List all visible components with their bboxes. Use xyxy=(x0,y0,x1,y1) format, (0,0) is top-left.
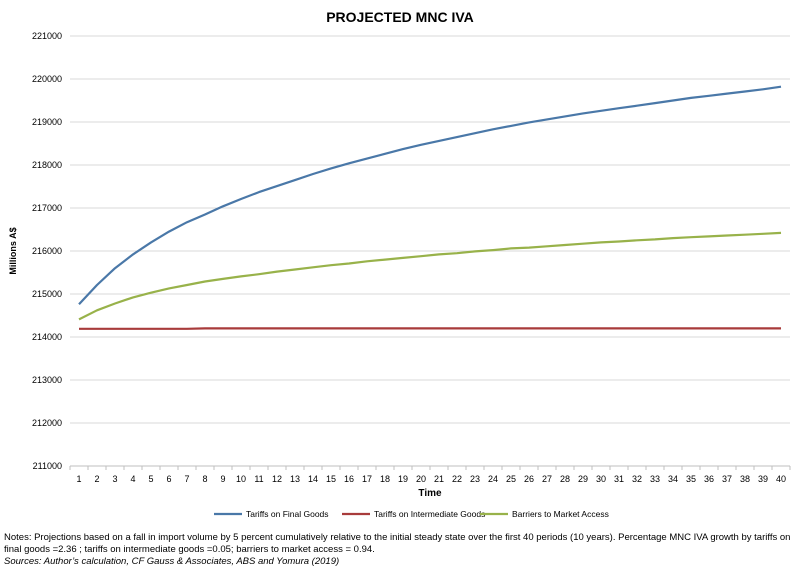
y-axis-label: Millions A$ xyxy=(8,227,18,274)
x-tick-label: 24 xyxy=(488,474,498,484)
y-tick-label: 215000 xyxy=(32,289,62,299)
x-tick-label: 33 xyxy=(650,474,660,484)
x-tick-label: 3 xyxy=(112,474,117,484)
y-tick-label: 218000 xyxy=(32,160,62,170)
x-tick-label: 40 xyxy=(776,474,786,484)
x-tick-label: 11 xyxy=(254,474,263,484)
x-tick-label: 4 xyxy=(130,474,135,484)
x-tick-label: 5 xyxy=(148,474,153,484)
x-tick-label: 6 xyxy=(166,474,171,484)
x-tick-label: 7 xyxy=(184,474,189,484)
x-tick-label: 37 xyxy=(722,474,732,484)
x-tick-label: 22 xyxy=(452,474,462,484)
notes-text: Notes: Projections based on a fall in im… xyxy=(4,532,791,555)
x-tick-label: 19 xyxy=(398,474,408,484)
y-tick-label: 219000 xyxy=(32,117,62,127)
legend: Tariffs on Final Goods Tariffs on Interme… xyxy=(214,509,609,519)
legend-label-tariffs-on-final-goods: Tariffs on Final Goods xyxy=(246,509,329,519)
x-tick-label: 14 xyxy=(308,474,318,484)
y-tick-label: 213000 xyxy=(32,375,62,385)
x-tick-label: 39 xyxy=(758,474,768,484)
x-tick-label: 17 xyxy=(362,474,372,484)
x-tick-label: 25 xyxy=(506,474,516,484)
x-axis-ticks: 1 2 3 4 5 6 7 8 9 10 11 12 13 14 15 16 17 18 19 20 21 22 23 24 2… xyxy=(69,466,791,484)
x-tick-label: 29 xyxy=(578,474,588,484)
x-tick-label: 10 xyxy=(236,474,246,484)
x-tick-label: 8 xyxy=(202,474,207,484)
series-line-barriers-to-market-access xyxy=(78,231,782,321)
x-tick-label: 35 xyxy=(686,474,696,484)
y-tick-label: 211000 xyxy=(33,461,62,471)
x-tick-label: 27 xyxy=(542,474,552,484)
x-tick-label: 26 xyxy=(524,474,534,484)
x-tick-label: 2 xyxy=(94,474,99,484)
y-axis-ticks: 211000 212000 213000 214000 215000 216000 2170… xyxy=(32,31,62,471)
y-tick-label: 214000 xyxy=(32,332,62,342)
y-tick-label: 221000 xyxy=(32,31,62,41)
series-lines xyxy=(78,85,782,330)
x-tick-label: 28 xyxy=(560,474,570,484)
series-line-tariffs-on-final-goods xyxy=(78,85,782,306)
chart-title: PROJECTED MNC IVA xyxy=(326,9,474,25)
x-tick-label: 12 xyxy=(272,474,282,484)
x-tick-label: 31 xyxy=(614,474,624,484)
x-tick-label: 30 xyxy=(596,474,606,484)
x-tick-label: 15 xyxy=(326,474,336,484)
x-tick-label: 18 xyxy=(380,474,390,484)
x-tick-label: 32 xyxy=(632,474,642,484)
legend-label-barriers-to-market-access: Barriers to Market Access xyxy=(512,509,609,519)
x-tick-label: 34 xyxy=(668,474,678,484)
gridlines xyxy=(70,35,790,467)
x-tick-label: 1 xyxy=(76,474,81,484)
x-tick-label: 16 xyxy=(344,474,354,484)
y-tick-label: 217000 xyxy=(32,203,62,213)
legend-label-tariffs-on-intermediate-goods: Tariffs on Intermediate Goods xyxy=(374,509,485,519)
chart-notes: Notes: Projections based on a fall in im… xyxy=(4,532,796,568)
x-tick-label: 23 xyxy=(470,474,480,484)
y-tick-label: 216000 xyxy=(32,246,62,256)
sources-text: Sources: Author’s calculation, CF Gauss … xyxy=(4,556,340,567)
line-chart: PROJECTED MNC IVA 2110002120002130002140… xyxy=(8,9,791,519)
y-tick-label: 212000 xyxy=(32,418,62,428)
x-tick-label: 21 xyxy=(434,474,444,484)
x-tick-label: 36 xyxy=(704,474,714,484)
x-tick-label: 13 xyxy=(290,474,300,484)
x-axis-label: Time xyxy=(418,488,442,499)
x-tick-label: 20 xyxy=(416,474,426,484)
x-tick-label: 38 xyxy=(740,474,750,484)
y-tick-label: 220000 xyxy=(32,74,62,84)
x-tick-label: 9 xyxy=(220,474,225,484)
